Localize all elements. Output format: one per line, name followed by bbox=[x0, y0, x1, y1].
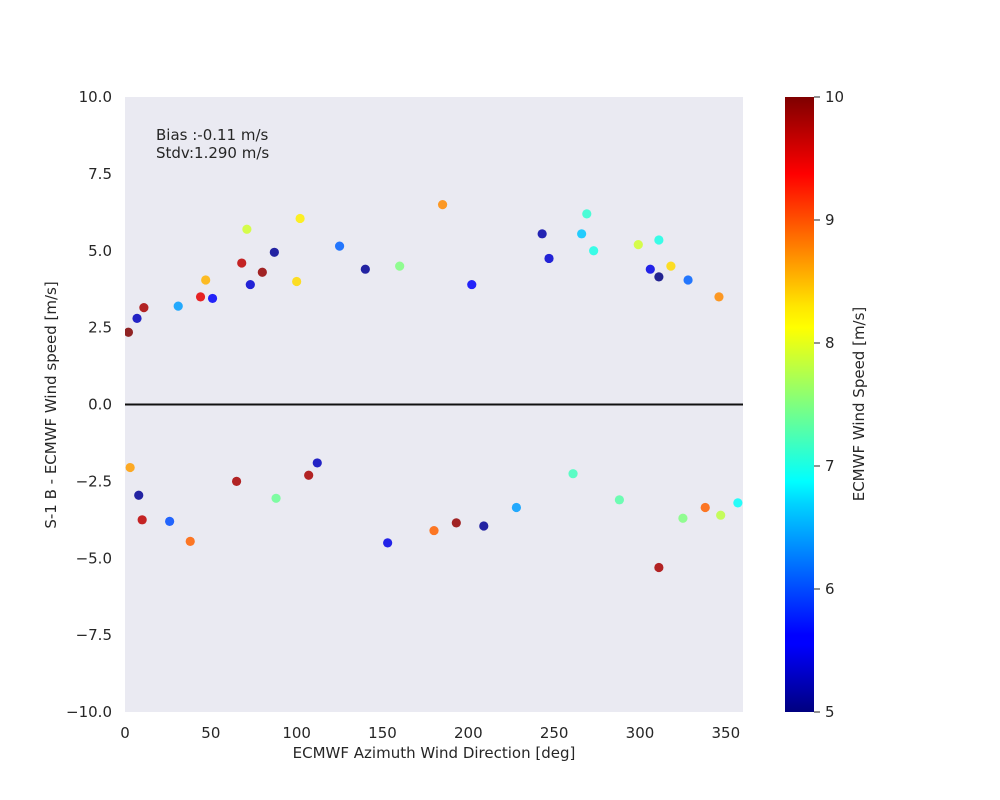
scatter-point bbox=[173, 301, 183, 311]
scatter-point bbox=[429, 525, 439, 536]
scatter-point bbox=[231, 476, 242, 486]
y-tick-label: 0.0 bbox=[88, 396, 112, 414]
x-tick-label: 100 bbox=[282, 724, 311, 742]
scatter-point bbox=[242, 224, 252, 234]
y-tick-label: −10.0 bbox=[66, 703, 112, 721]
scatter-point bbox=[134, 490, 144, 500]
scatter-point bbox=[334, 241, 345, 251]
annotation-bias: Bias :-0.11 m/s bbox=[156, 126, 269, 144]
scatter-point bbox=[645, 264, 655, 274]
scatter-point bbox=[237, 258, 247, 268]
scatter-point bbox=[633, 240, 643, 250]
scatter-point bbox=[292, 276, 302, 287]
scatter-point bbox=[714, 292, 724, 302]
scatter-point bbox=[139, 303, 149, 313]
scatter-point bbox=[544, 253, 554, 264]
scatter-point bbox=[683, 275, 693, 285]
scatter-point bbox=[304, 470, 314, 480]
scatter-point bbox=[165, 516, 175, 526]
scatter-point bbox=[614, 495, 625, 505]
scatter-point bbox=[479, 521, 489, 531]
y-tick-label: 10.0 bbox=[79, 88, 112, 106]
colorbar-label: ECMWF Wind Speed [m/s] bbox=[850, 307, 868, 502]
scatter-point bbox=[666, 261, 676, 271]
scatter-point bbox=[733, 498, 743, 508]
y-tick-label: −2.5 bbox=[76, 472, 112, 490]
scatter-point bbox=[467, 279, 477, 290]
x-axis-ticks: 0 50 100 150 200 250 300 350 bbox=[120, 724, 740, 742]
scatter-point bbox=[678, 513, 688, 523]
scatter-point bbox=[195, 292, 206, 302]
scatter-point bbox=[132, 313, 142, 323]
colorbar-tick-label: 6 bbox=[825, 580, 835, 598]
scatter-point bbox=[395, 261, 405, 271]
colorbar-tick-label: 5 bbox=[825, 703, 835, 721]
scatter-point bbox=[577, 229, 587, 239]
scatter-point bbox=[201, 275, 211, 285]
x-axis-label: ECMWF Azimuth Wind Direction [deg] bbox=[293, 744, 576, 762]
scatter-point bbox=[257, 267, 267, 277]
scatter-point bbox=[716, 510, 726, 520]
y-tick-label: 7.5 bbox=[88, 165, 112, 183]
scatter-point bbox=[537, 229, 547, 239]
x-tick-label: 300 bbox=[626, 724, 655, 742]
scatter-point bbox=[360, 264, 370, 274]
x-tick-label: 350 bbox=[712, 724, 741, 742]
x-tick-label: 150 bbox=[368, 724, 397, 742]
colorbar-tick-label: 8 bbox=[825, 334, 835, 352]
scatter-point bbox=[582, 209, 592, 219]
x-tick-label: 200 bbox=[454, 724, 483, 742]
colorbar-tick-label: 9 bbox=[825, 211, 835, 229]
colorbar-ticks: 5 6 7 8 9 10 bbox=[814, 88, 844, 721]
scatter-point bbox=[511, 502, 521, 513]
colorbar bbox=[785, 97, 814, 712]
colorbar-tick-label: 7 bbox=[825, 457, 835, 475]
scatter-point bbox=[185, 536, 195, 546]
scatter-point bbox=[654, 272, 664, 282]
scatter-point bbox=[207, 293, 218, 304]
y-tick-label: 5.0 bbox=[88, 242, 112, 260]
y-axis-ticks: 10.0 7.5 5.0 2.5 0.0 −2.5 −5.0 −7.5 −10.0 bbox=[66, 88, 112, 721]
x-tick-label: 50 bbox=[201, 724, 220, 742]
y-tick-label: 2.5 bbox=[88, 319, 112, 337]
scatter-point bbox=[451, 518, 461, 528]
y-tick-label: −7.5 bbox=[76, 626, 112, 644]
x-tick-label: 250 bbox=[540, 724, 569, 742]
scatter-point bbox=[295, 213, 305, 224]
scatter-point bbox=[137, 515, 147, 525]
scatter-point bbox=[125, 462, 135, 473]
scatter-point bbox=[654, 235, 664, 245]
scatter-point bbox=[271, 493, 281, 503]
scatter-point bbox=[654, 562, 664, 573]
scatter-point bbox=[437, 200, 448, 210]
y-tick-label: −5.0 bbox=[76, 549, 112, 567]
scatter-point bbox=[589, 246, 599, 256]
scatter-point bbox=[383, 538, 393, 548]
y-axis-label: S-1 B - ECMWF Wind speed [m/s] bbox=[42, 281, 60, 528]
annotation-stdv: Stdv:1.290 m/s bbox=[156, 144, 269, 162]
scatter-point bbox=[245, 279, 255, 290]
x-tick-label: 0 bbox=[120, 724, 130, 742]
scatter-points bbox=[125, 200, 743, 573]
scatter-point bbox=[700, 502, 710, 513]
colorbar-tick-label: 10 bbox=[825, 88, 844, 106]
scatter-point bbox=[568, 469, 578, 479]
scatter-point bbox=[312, 458, 322, 468]
scatter-point bbox=[269, 247, 279, 257]
scatter-point bbox=[125, 327, 134, 337]
